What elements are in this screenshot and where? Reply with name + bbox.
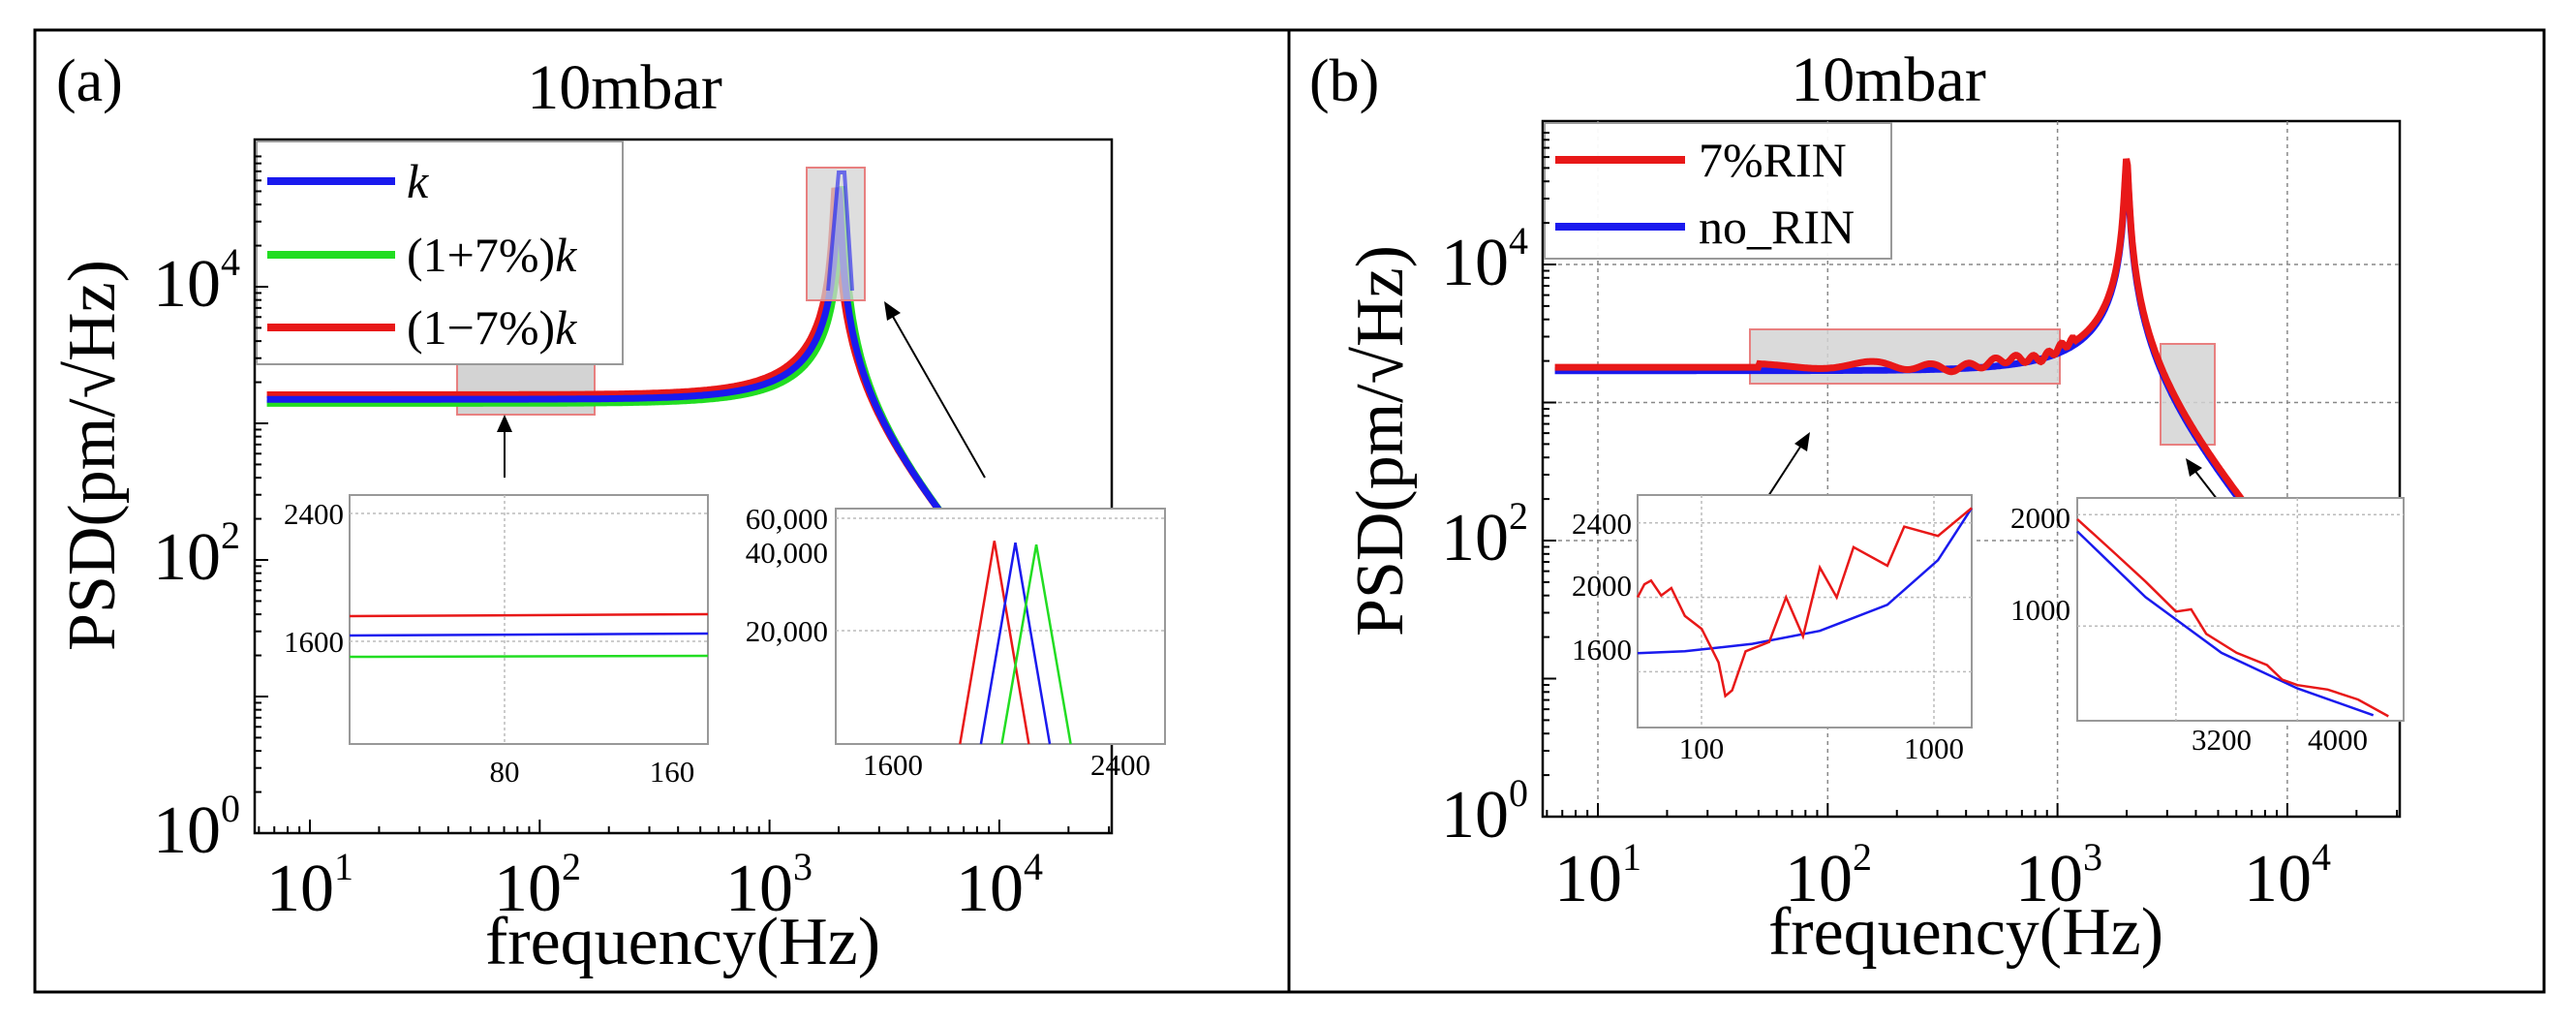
panel-b-xtick-1e3: 103 [2015,835,2102,916]
panel-a-inset-right-xtick-2400: 2400 [1090,748,1150,782]
panel-b-inset-right-xtick-3200: 3200 [2192,723,2252,757]
panel-b-inset-right-frame [2076,497,2405,722]
panel-a-legend-label-minus: (1−7%)k [407,300,577,355]
panel-a-arrow-peak-head [884,301,901,321]
panel-b-legend-box [1544,122,1892,260]
panel-a-inset-right-curves [959,541,1072,745]
panel-b-zoom-box-low [1749,328,2061,385]
panel-a-ytick-1e2: 102 [153,513,240,595]
panel-a-legend: k (1+7%)k (1−7%)k [256,140,624,365]
panel-b-ylabel: PSD(pm/√Hz) [1343,245,1418,636]
panel-a-inset-right-ytick-60000: 60,000 [746,502,828,536]
panel-a-inset-left-xtick-80: 80 [490,755,520,789]
panel-b-inset-right-curves [2076,517,2389,718]
panel-a-inset-right-ytick-20000: 20,000 [746,614,828,648]
panel-b: (b) 10mbar 7%RIN no_RIN 2400 2000 160 [1309,45,2405,970]
panel-b-xlabel: frequency(Hz) [1768,895,2163,970]
panel-b-inset-right-ytick-1000: 1000 [2010,593,2070,627]
panel-b-xtick-1e2: 102 [1785,835,1872,916]
panel-a-ytick-1e4: 104 [153,240,240,322]
panel-a-xtick-1e1: 101 [266,845,353,926]
panel-a-inset-peak-0 [959,541,1030,745]
panel-a-zoom-box-peak [806,167,866,301]
panel-a-inset-left-line-minus [349,612,709,618]
panel-a-legend-label-plus: (1+7%)k [407,228,577,282]
panel-a-arrow-low-head [497,415,512,432]
panel-a-legend-label-k: k [407,154,429,208]
panel-b-xtick-1e1: 101 [1554,835,1641,916]
panel-b-xtick-1e4: 104 [2244,835,2331,916]
panel-a-inset-left-frame [349,494,709,745]
panel-b-inset-left-ytick-1600: 1600 [1572,633,1632,666]
panel-b-legend-label-norin: no_RIN [1699,200,1855,254]
panel-b-arrow-tail-head [2186,458,2202,477]
panel-a-label: (a) [56,48,123,114]
panel-a-inset-peak-2 [1000,543,1072,745]
panel-a-inset-left-line-k [349,632,709,637]
panel-b-arrow-low-head [1794,432,1810,451]
panel-b-inset-right-ytick-2000: 2000 [2010,501,2070,535]
panel-a-xlabel: frequency(Hz) [485,905,880,979]
panel-a-xtick-1e2: 102 [494,845,581,926]
panel-a-ylabel: PSD(pm/√Hz) [55,260,130,651]
panel-b-title: 10mbar [1791,45,1986,115]
panel-b-inset-left-line-noRIN [1637,507,1974,655]
panel-a-title: 10mbar [527,52,722,123]
panel-a-inset-left-ytick-2400: 2400 [284,497,344,531]
panel-b-inset-left-grid [1638,495,1972,728]
panel-b-ytick-1e4: 104 [1441,219,1528,300]
panel-a-inset-left-xtick-160: 160 [650,755,695,789]
panel-a-inset-right: 60,000 40,000 20,000 1600 2400 [746,502,1166,782]
panel-a-inset-left-line-plus [349,654,709,659]
panel-a-xtick-1e4: 104 [956,845,1043,926]
panel-b-label: (b) [1309,48,1379,114]
panel-a: (a) 10mbar k (1+7%)k (1−7%)k [55,48,1166,979]
panel-b-inset-right: 2000 1000 3200 4000 [2010,497,2405,757]
panel-b-inset-left-frame [1637,494,1973,728]
panel-b-inset-right-line-RIN [2076,517,2389,718]
panel-b-inset-left-curves [1636,507,1974,698]
panel-b-arrow-low [1767,437,1807,497]
panel-b-inset-left-line-RIN [1636,507,1973,698]
panel-b-inset-left-xtick-100: 100 [1679,731,1725,765]
panel-a-inset-left: 2400 1600 80 160 [284,494,709,789]
panel-a-inset-peak-1 [979,542,1052,745]
panel-b-ytick-1e0: 100 [1441,771,1528,852]
panel-b-axis-ticks [1543,132,2399,818]
panel-a-axis-ticks [255,155,1111,834]
panel-b-inset-left-ytick-2400: 2400 [1572,507,1632,541]
panel-a-ytick-1e0: 100 [153,787,240,868]
panel-b-ytick-1e2: 102 [1441,494,1528,575]
panel-a-inset-left-ytick-1600: 1600 [284,625,344,659]
panel-a-arrow-peak [887,307,986,479]
panel-b-inset-left: 2400 2000 1600 100 1000 [1572,494,1974,765]
panel-b-legend-label-rin: 7%RIN [1699,133,1847,187]
panel-b-inset-left-ytick-2000: 2000 [1572,569,1632,603]
panel-b-inset-right-grid [2077,498,2404,721]
panel-a-peak-over-box [826,170,854,292]
panel-b-inset-right-xtick-4000: 4000 [2308,723,2368,757]
panel-a-inset-right-ytick-40000: 40,000 [746,536,828,570]
panel-b-legend: 7%RIN no_RIN [1544,122,1892,260]
panel-a-inset-right-xtick-1600: 1600 [863,748,923,782]
panel-b-inset-right-line-noRIN [2076,530,2375,717]
panel-b-inset-left-xtick-1000: 1000 [1904,731,1964,765]
panel-a-xtick-1e3: 103 [725,845,813,926]
panel-a-zoom-box-low [456,363,596,416]
